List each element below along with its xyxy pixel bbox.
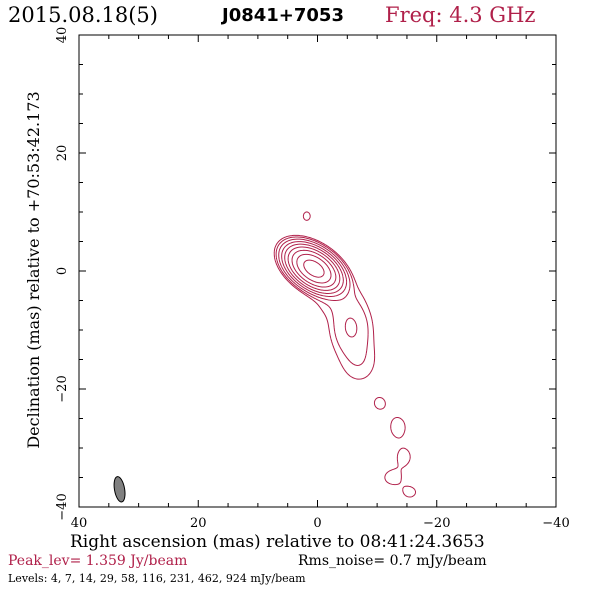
x-tick-label: 0 [313,516,321,531]
y-tick-label: 20 [55,145,70,162]
beam-ellipse [113,476,126,503]
x-tick-label: 40 [71,516,88,531]
contour-924-mJy [303,259,325,278]
y-axis-label: Declination (mas) relative to +70:53:42.… [24,91,43,449]
y-tick-label: −40 [55,493,70,520]
x-tick-label: 20 [190,516,207,531]
contour-7-mJy [275,236,369,366]
contour-14-mJy [278,238,358,338]
contour-29-mJy [281,241,348,297]
peak-level: Peak_lev= 1.359 Jy/beam [8,553,188,569]
y-tick-label: 40 [55,27,70,44]
x-axis-label: Right ascension (mas) relative to 08:41:… [70,532,485,552]
contour-58-mJy [284,243,344,294]
frequency-label: Freq: 4.3 GHz [385,3,536,27]
y-tick-label: −20 [55,375,70,402]
x-tick-label: −40 [542,516,569,531]
contour-116-mJy [287,246,341,291]
contour-4-mJy [273,211,417,498]
contour-231-mJy [291,249,337,288]
rms-noise: Rms_noise= 0.7 mJy/beam [298,553,487,569]
source-name: J0841+7053 [222,5,344,26]
contour-462-mJy [296,253,332,284]
contour-levels: Levels: 4, 7, 14, 29, 58, 116, 231, 462,… [8,572,306,585]
y-tick-label: 0 [55,267,70,275]
x-tick-label: −20 [423,516,450,531]
plot-frame [78,34,557,508]
observation-date: 2015.08.18(5) [8,3,158,27]
